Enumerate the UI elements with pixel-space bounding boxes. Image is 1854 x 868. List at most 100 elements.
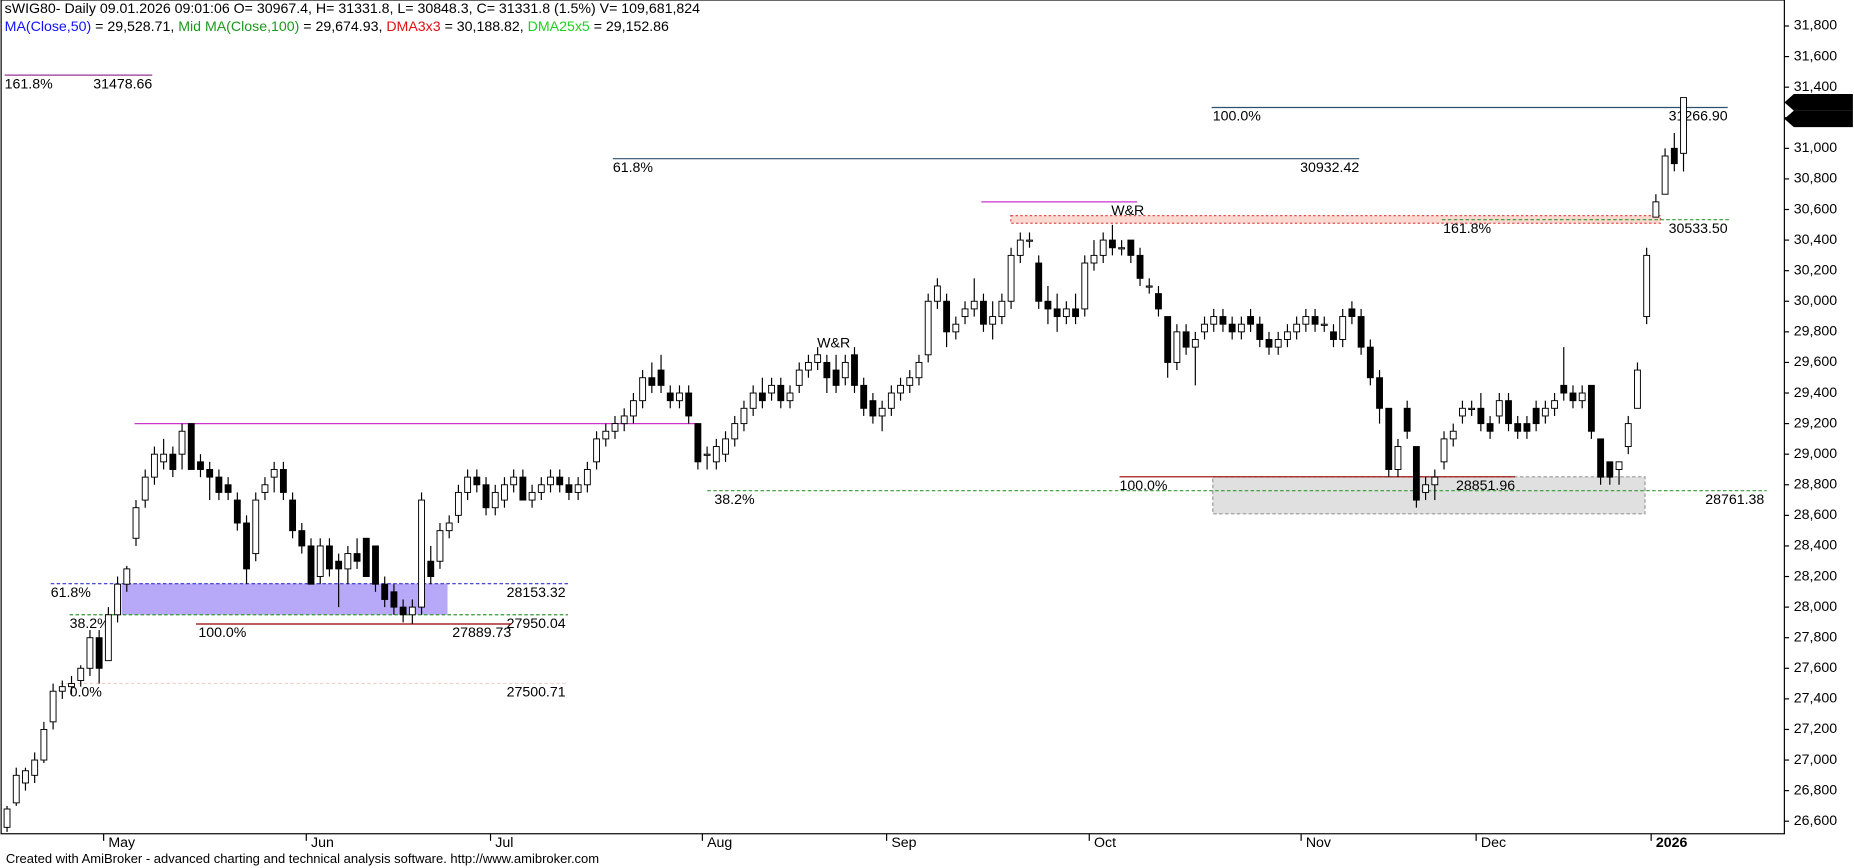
y-tick-label: 31,800: [1794, 18, 1837, 34]
candle-body: [1412, 446, 1420, 501]
candle-body: [519, 476, 527, 501]
candle-body: [685, 392, 693, 417]
candle-body: [860, 384, 868, 409]
y-tick-label: 30,200: [1794, 262, 1837, 278]
level-price: 28761.38: [1705, 492, 1764, 508]
candle-body: [1265, 339, 1273, 348]
footer: Created with AmiBroker - advanced charti…: [6, 851, 599, 866]
candle-body: [574, 484, 582, 493]
candle-body: [1652, 201, 1660, 218]
level-price: 27500.71: [507, 685, 566, 701]
candle-body: [1026, 239, 1033, 242]
candle-body: [307, 545, 315, 585]
y-tick-label: 27,000: [1794, 752, 1837, 768]
price-box-label: 31,331.8: [1795, 94, 1850, 110]
candle-body: [528, 491, 536, 501]
candle-body: [215, 476, 223, 493]
candle-body: [1606, 461, 1614, 478]
candle-body: [740, 407, 748, 425]
candle-body: [1394, 446, 1402, 470]
x-tick-label: Oct: [1094, 835, 1116, 851]
indicator-name: Mid MA(Close,100): [178, 19, 299, 35]
indicator-value: = 29,152.86: [590, 19, 669, 35]
candle-body: [1330, 331, 1337, 340]
candle-body: [86, 637, 94, 669]
x-tick-label: 2026: [1656, 835, 1688, 851]
level-price: 27950.04: [507, 616, 566, 632]
zone: [121, 583, 448, 615]
candle-body: [1422, 484, 1430, 493]
y-tick-label: 27,400: [1794, 691, 1837, 707]
candle-body: [1523, 423, 1531, 432]
candle-body: [1293, 323, 1301, 333]
candle-body: [777, 384, 785, 402]
candle-body: [1661, 155, 1669, 195]
x-tick-label: Dec: [1481, 835, 1506, 851]
candle-body: [289, 499, 297, 532]
candle-body: [869, 400, 877, 417]
candle-body: [150, 453, 158, 478]
zone: [1212, 476, 1646, 515]
candle-body: [768, 384, 776, 394]
candle-body: [160, 453, 168, 463]
candle-body: [906, 377, 914, 386]
candle-body: [703, 453, 711, 456]
candle-body: [970, 300, 978, 310]
candle-body: [1099, 239, 1107, 256]
candle-body: [1440, 438, 1448, 463]
level-price: 30932.42: [1300, 160, 1359, 176]
candle-body: [114, 583, 121, 616]
candle-body: [1302, 316, 1310, 325]
indicator-name: DMA25x5: [528, 19, 590, 35]
indicator-value: = 29,528.71,: [91, 19, 178, 35]
y-tick-label: 29,000: [1794, 446, 1837, 462]
candle-body: [390, 591, 398, 608]
candle-body: [1385, 407, 1393, 470]
candle-body: [3, 808, 11, 828]
candle-body: [1247, 316, 1255, 325]
candle-body: [1643, 254, 1651, 318]
level-pct: 38.2%: [714, 492, 755, 508]
y-tick-label: 26,800: [1794, 782, 1837, 798]
candle-body: [565, 484, 573, 493]
candle-body: [1376, 377, 1383, 409]
candle-body: [243, 522, 250, 570]
y-tick-label: 30,000: [1794, 293, 1837, 309]
candle-body: [22, 770, 29, 784]
candle-body: [436, 530, 444, 562]
candle-body: [187, 423, 195, 470]
candle-body: [123, 568, 131, 585]
y-tick-label: 27,200: [1794, 721, 1837, 737]
x-tick-label: Aug: [707, 835, 732, 851]
y-tick-label: 26,600: [1794, 813, 1837, 829]
candle-body: [611, 423, 619, 432]
candle-body: [399, 606, 407, 616]
candle-body: [943, 300, 951, 333]
candle-body: [1210, 316, 1218, 325]
y-tick-label: 29,600: [1794, 354, 1837, 370]
candle-body: [1155, 293, 1162, 310]
candle-body: [77, 667, 85, 681]
candle-body: [454, 491, 462, 516]
candle-body: [629, 400, 637, 417]
candle-body: [178, 430, 186, 455]
y-tick-label: 28,800: [1794, 477, 1837, 493]
candle-body: [40, 728, 48, 761]
candle-body: [998, 300, 1006, 318]
level-pct: 61.8%: [613, 160, 654, 176]
candle-body: [1541, 407, 1549, 417]
candle-body: [1219, 316, 1227, 325]
y-tick-label: 30,800: [1794, 171, 1837, 187]
candle-body: [952, 323, 960, 333]
candle-body: [878, 407, 886, 417]
candle-body: [731, 423, 739, 440]
candle-body: [593, 438, 600, 463]
price-box: [1784, 110, 1853, 128]
candle-body: [464, 476, 472, 493]
candle-body: [491, 491, 499, 509]
candle-body: [1062, 308, 1070, 318]
candle-body: [851, 354, 858, 386]
candle-body: [1587, 384, 1595, 432]
candle-body: [1173, 331, 1181, 363]
candle-body: [104, 614, 112, 662]
